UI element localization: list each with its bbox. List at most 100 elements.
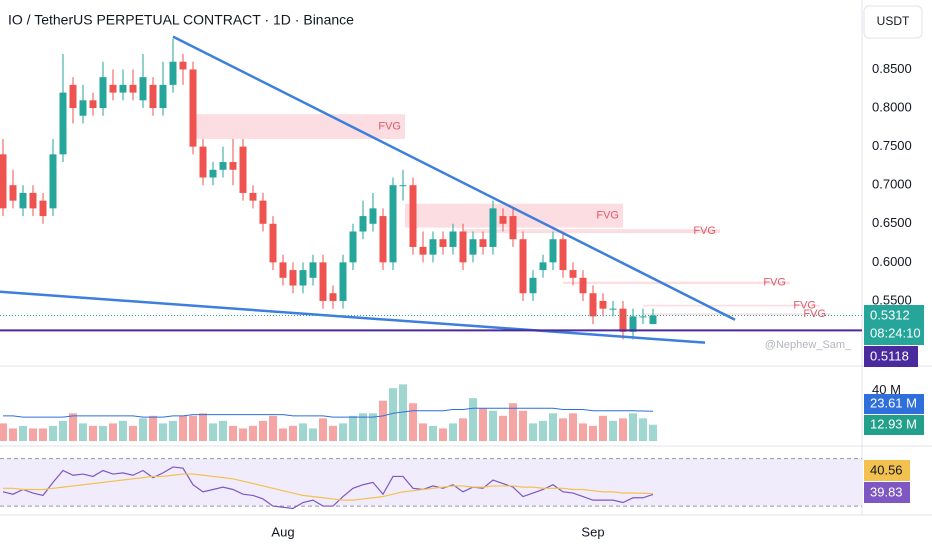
volume-bar: [199, 413, 207, 441]
volume-bar: [369, 413, 377, 441]
volume-bar: [579, 423, 587, 441]
candle-body: [449, 231, 457, 247]
candle-body: [529, 277, 537, 294]
volume-bar: [79, 423, 87, 441]
y-tick-label: 0.6500: [872, 215, 912, 230]
volume-bar: [49, 425, 57, 441]
fvg-zone: [405, 203, 623, 228]
level-box: [864, 346, 918, 367]
volume-bar: [589, 425, 597, 441]
volume-bar: [19, 425, 27, 441]
candle-body: [279, 262, 287, 278]
candle-body: [629, 316, 637, 332]
level-label: 0.5118: [870, 348, 909, 363]
volume-bar: [169, 420, 177, 441]
volume-bar: [389, 388, 397, 441]
candle-body: [649, 315, 657, 325]
ma-label: 23.61 M: [870, 395, 917, 410]
candle-body: [149, 84, 157, 109]
fvg-label: FVG: [763, 277, 786, 289]
volume-bar: [529, 423, 537, 441]
volume-bar: [159, 423, 167, 441]
currency-button[interactable]: [863, 5, 923, 39]
rsi-value-box: [864, 460, 910, 481]
trend-line: [172, 35, 736, 321]
y-tick-label: 40 M: [872, 382, 901, 397]
last-price-box: [864, 305, 924, 345]
candle-body: [439, 239, 447, 247]
currency-label[interactable]: USDT: [877, 14, 910, 28]
volume-bar: [399, 384, 407, 441]
volume-bar: [489, 410, 497, 441]
volume-bar: [229, 425, 237, 441]
candle-body: [179, 61, 187, 70]
candle-body: [319, 262, 327, 301]
candle-body: [389, 185, 397, 263]
x-tick-label: Sep: [581, 524, 604, 539]
volume-bar: [129, 425, 137, 441]
y-tick-label: 0.7500: [872, 138, 912, 153]
candle-body: [579, 277, 587, 294]
candle-body: [569, 270, 577, 278]
volume-bar: [599, 415, 607, 441]
volume-bar: [569, 413, 577, 441]
rsi-line: [3, 473, 654, 501]
volume-bar: [349, 415, 357, 441]
volume-bar: [539, 420, 547, 441]
candle-body: [299, 270, 307, 286]
candle-body: [89, 100, 97, 109]
volume-bar: [559, 418, 567, 441]
volume-bar: [249, 425, 257, 441]
fvg-zone: [643, 313, 830, 315]
candle-body: [259, 200, 267, 224]
title-backdrop: [0, 8, 340, 34]
candle-body: [229, 162, 237, 170]
volume-box: [864, 415, 924, 435]
candle-body: [289, 270, 297, 286]
fvg-zone: [643, 304, 820, 307]
volume-bar: [209, 423, 217, 441]
fvg-label: FVG: [803, 308, 826, 320]
volume-bar: [409, 403, 417, 441]
candle-body: [339, 262, 347, 301]
candle-body: [169, 61, 177, 85]
y-tick-label: 0.6000: [872, 254, 912, 269]
y-tick-label: 0.7000: [872, 177, 912, 192]
volume-bar: [259, 420, 267, 441]
candle-body: [139, 77, 147, 101]
volume-bar: [59, 420, 67, 441]
volume-bar: [189, 415, 197, 441]
volume-bar: [0, 423, 7, 441]
volume-bar: [499, 415, 507, 441]
volume-bar: [269, 415, 277, 441]
x-tick-label: Aug: [271, 524, 294, 539]
candle-body: [489, 208, 497, 247]
candle-body: [79, 100, 87, 116]
volume-bar: [639, 418, 647, 441]
fvg-label: FVG: [693, 225, 716, 237]
candle-body: [589, 293, 597, 317]
volume-bar: [479, 408, 487, 441]
candle-body: [599, 300, 607, 309]
y-tick-label: 0.5500: [872, 292, 912, 307]
candle-body: [399, 185, 407, 187]
candle-body: [269, 223, 277, 263]
candle-body: [419, 246, 427, 255]
candle-body: [469, 239, 477, 255]
fvg-label: FVG: [793, 299, 816, 311]
volume-bar: [99, 425, 107, 441]
candle-body: [109, 84, 117, 93]
volume-bar: [109, 423, 117, 441]
volume-bar: [329, 425, 337, 441]
last-price-label: 0.5312: [870, 307, 910, 322]
volume-bar: [139, 418, 147, 441]
candle-body: [129, 84, 137, 93]
volume-bar: [299, 423, 307, 441]
candle-body: [509, 216, 517, 240]
rsi-value-box: [864, 482, 910, 503]
candle-body: [609, 308, 617, 310]
fvg-label: FVG: [378, 120, 401, 132]
volume-bar: [89, 425, 97, 441]
candle-body: [239, 146, 247, 193]
